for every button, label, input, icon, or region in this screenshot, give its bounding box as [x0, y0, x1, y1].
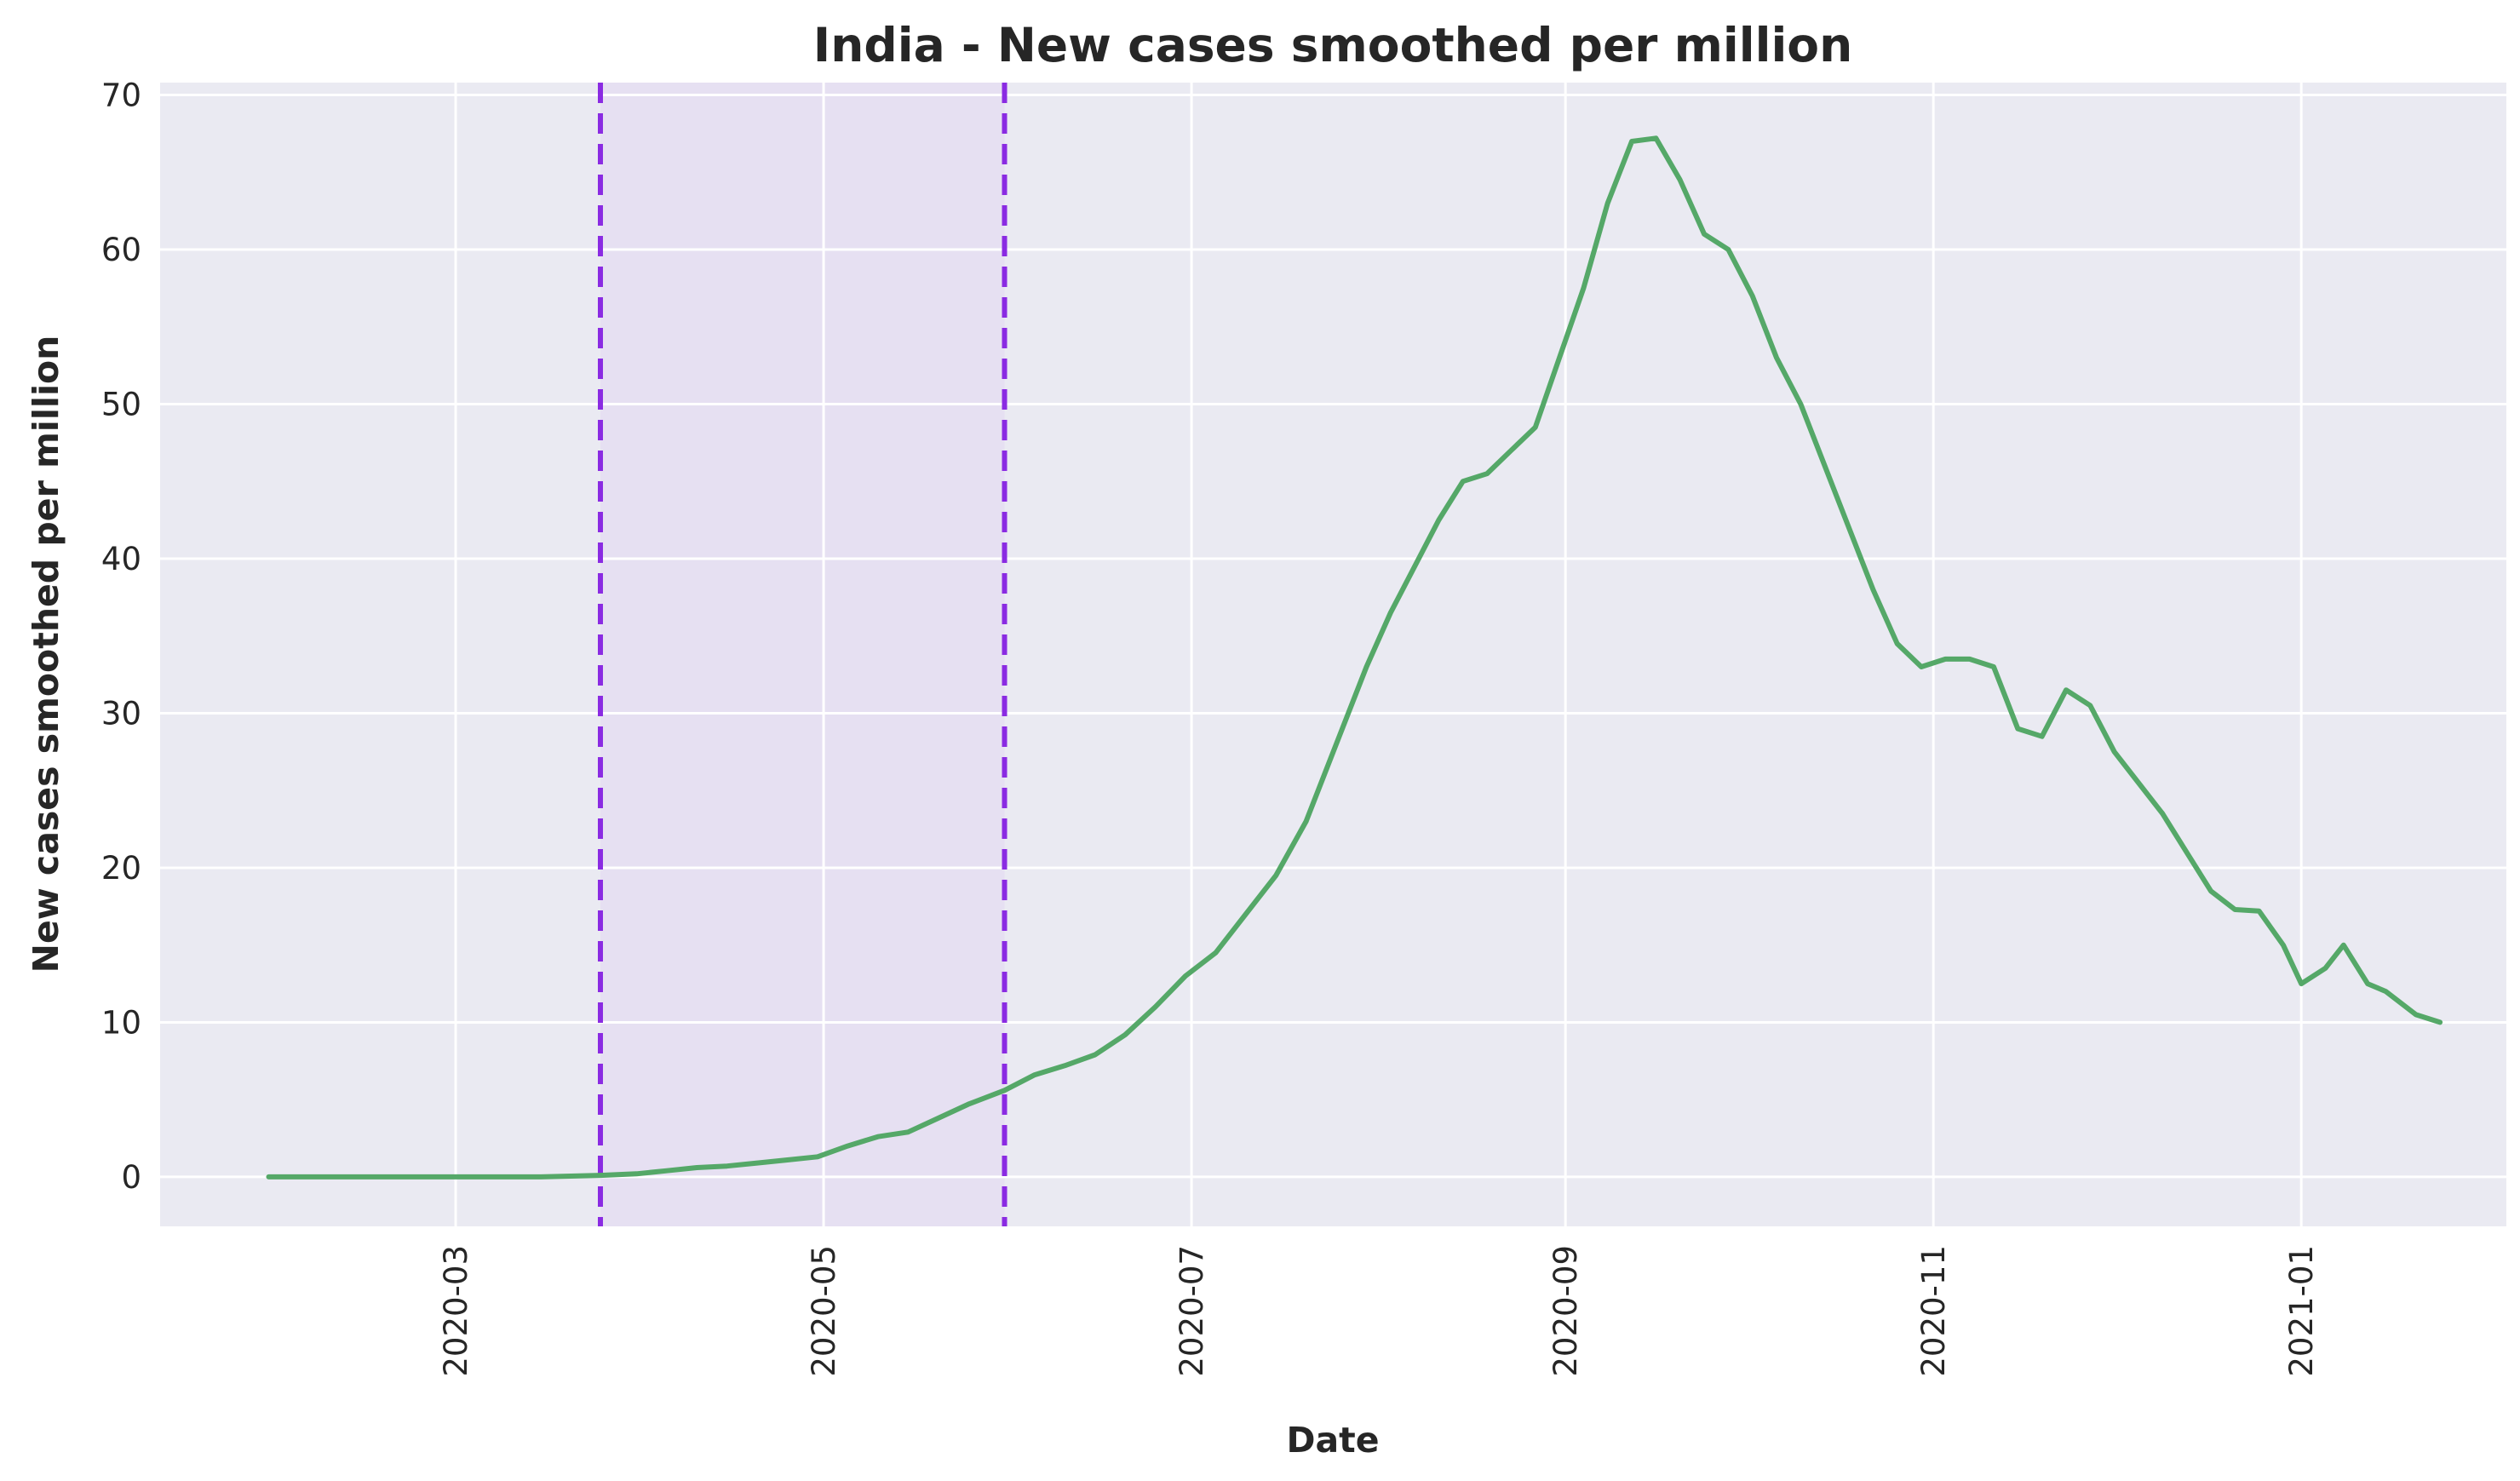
- y-tick-label: 40: [101, 541, 141, 577]
- x-tick-label: 2020-11: [1915, 1245, 1952, 1377]
- x-tick-label: 2020-09: [1547, 1245, 1584, 1377]
- gridlines: [160, 83, 2506, 1226]
- plot-area: [160, 83, 2506, 1226]
- y-tick-label: 60: [101, 232, 141, 268]
- y-tick-label: 70: [101, 77, 141, 114]
- y-tick-label: 50: [101, 386, 141, 422]
- chart-title: India - New cases smoothed per million: [813, 18, 1853, 72]
- y-tick-label: 20: [101, 850, 141, 887]
- y-tick-label: 0: [121, 1159, 141, 1196]
- x-axis-label: Date: [1286, 1420, 1379, 1461]
- y-axis-label: New cases smoothed per million: [26, 336, 66, 973]
- x-tick-label: 2021-01: [2283, 1245, 2320, 1377]
- y-tick-label: 30: [101, 695, 141, 732]
- x-tick-label: 2020-07: [1174, 1245, 1210, 1377]
- x-tick-label: 2020-05: [806, 1245, 842, 1377]
- x-tick-label: 2020-03: [438, 1245, 474, 1377]
- y-tick-labels: 0 10 20 30 40 50 60 70: [101, 77, 141, 1196]
- series-line: [266, 135, 2443, 1180]
- x-tick-labels: 2020-03 2020-05 2020-07 2020-09 2020-11 2021-…: [438, 1245, 2320, 1377]
- y-tick-label: 10: [101, 1004, 141, 1041]
- lockdown-shade: [600, 83, 1005, 1226]
